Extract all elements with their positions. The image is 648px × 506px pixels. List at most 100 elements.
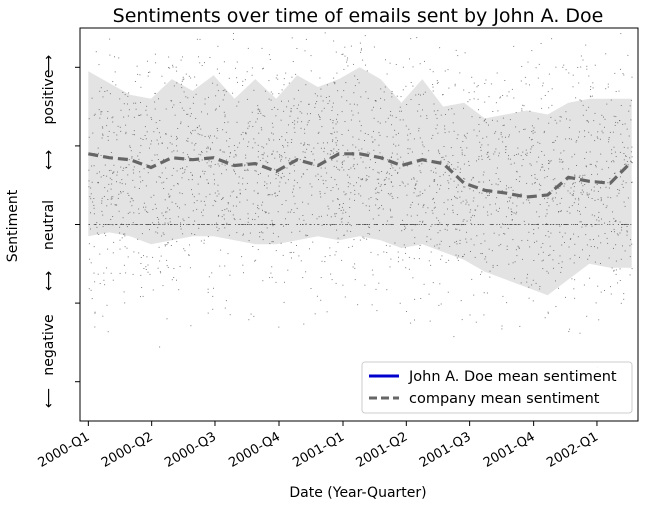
scatter-point (381, 171, 383, 172)
scatter-point (353, 185, 355, 187)
scatter-point (173, 277, 175, 278)
scatter-point (349, 176, 351, 178)
scatter-point (419, 247, 420, 249)
scatter-point (590, 224, 592, 225)
scatter-point (407, 152, 409, 154)
scatter-point (125, 133, 127, 135)
scatter-point (257, 109, 259, 111)
y-label-arrow-up: ⟶ (41, 55, 57, 75)
scatter-point (369, 233, 371, 235)
scatter-point (585, 165, 587, 167)
scatter-point (302, 201, 304, 203)
scatter-point (416, 180, 418, 182)
scatter-point (520, 282, 522, 284)
scatter-point (390, 163, 392, 165)
scatter-point (281, 224, 283, 225)
scatter-point (176, 224, 178, 225)
scatter-point (164, 224, 166, 225)
scatter-point (522, 202, 524, 204)
scatter-point (537, 223, 539, 225)
scatter-point (431, 210, 433, 212)
scatter-point (336, 118, 337, 120)
scatter-point (622, 224, 624, 225)
scatter-point (528, 286, 530, 288)
scatter-point (519, 176, 521, 178)
scatter-point (591, 225, 593, 227)
scatter-point (306, 169, 308, 171)
scatter-point (167, 266, 169, 268)
scatter-point (626, 234, 628, 236)
scatter-point (617, 224, 619, 225)
scatter-point (540, 43, 542, 44)
scatter-point (542, 166, 544, 168)
scatter-point (441, 157, 443, 159)
scatter-point (104, 91, 106, 92)
scatter-point (327, 103, 329, 104)
scatter-point (206, 151, 208, 153)
scatter-point (523, 129, 525, 130)
scatter-point (601, 218, 602, 220)
scatter-point (348, 246, 350, 248)
scatter-point (289, 172, 291, 174)
scatter-point (459, 172, 461, 173)
scatter-point (261, 154, 263, 156)
scatter-point (432, 212, 434, 214)
x-tick-label: 2001-Q4 (481, 429, 538, 470)
scatter-point (377, 121, 379, 123)
scatter-point (565, 69, 567, 71)
scatter-point (88, 243, 90, 245)
scatter-point (621, 226, 623, 228)
scatter-point (618, 192, 620, 194)
scatter-point (566, 118, 567, 120)
scatter-point (585, 166, 587, 168)
scatter-point (606, 160, 608, 162)
scatter-point (609, 221, 611, 223)
scatter-point (275, 195, 277, 197)
scatter-point (246, 199, 248, 201)
scatter-point (112, 173, 114, 174)
scatter-point (600, 200, 602, 202)
scatter-point (119, 272, 121, 274)
scatter-point (144, 126, 146, 128)
scatter-point (457, 55, 459, 57)
scatter-point (139, 74, 141, 76)
scatter-point (180, 228, 182, 230)
scatter-point (615, 269, 617, 271)
scatter-point (616, 195, 618, 197)
scatter-point (145, 185, 147, 187)
scatter-point (226, 224, 228, 225)
scatter-point (257, 193, 259, 195)
scatter-point (234, 219, 236, 221)
scatter-point (510, 163, 512, 165)
scatter-point (553, 141, 555, 143)
scatter-point (555, 224, 557, 225)
scatter-point (590, 163, 592, 165)
scatter-point (94, 312, 96, 314)
scatter-point (630, 99, 632, 101)
scatter-point (123, 291, 125, 293)
scatter-point (176, 279, 177, 281)
scatter-point (482, 174, 484, 176)
scatter-point (187, 137, 189, 139)
scatter-point (528, 231, 530, 233)
scatter-point (189, 224, 191, 225)
scatter-point (299, 187, 301, 189)
scatter-point (180, 123, 182, 125)
scatter-point (508, 263, 510, 265)
scatter-point (184, 250, 186, 252)
scatter-point (625, 223, 627, 225)
scatter-point (586, 192, 588, 194)
scatter-point (409, 224, 411, 225)
scatter-point (303, 144, 305, 146)
scatter-point (391, 93, 393, 94)
scatter-point (168, 56, 170, 58)
scatter-point (436, 82, 438, 84)
scatter-point (603, 116, 604, 118)
scatter-point (228, 210, 230, 212)
scatter-point (203, 173, 205, 175)
scatter-point (596, 136, 598, 138)
scatter-point (618, 90, 620, 92)
scatter-point (506, 245, 508, 247)
scatter-point (158, 223, 160, 225)
scatter-point (488, 96, 490, 98)
